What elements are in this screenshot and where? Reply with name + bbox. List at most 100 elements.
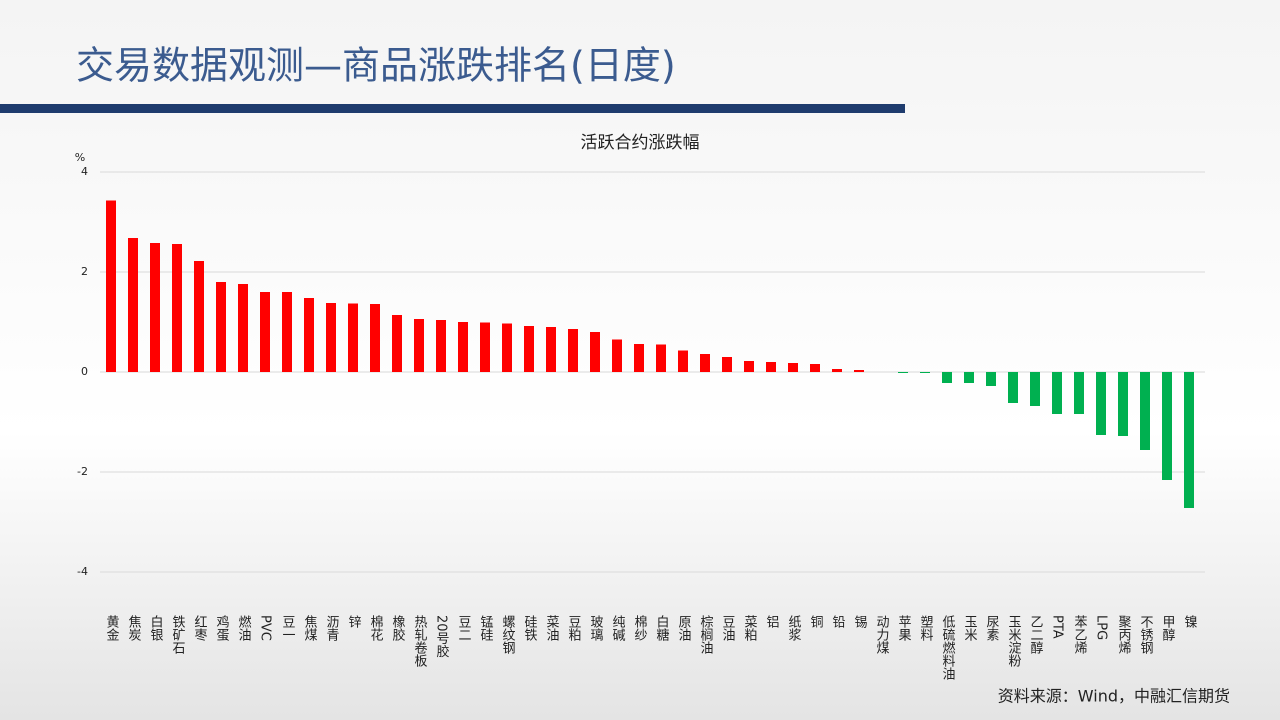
bar — [942, 372, 952, 383]
bar — [436, 320, 446, 372]
x-tick-label: 白糖 — [654, 614, 670, 642]
x-tick-label: 黄金 — [104, 615, 120, 641]
bar — [1074, 372, 1084, 414]
bar — [766, 362, 776, 372]
x-tick-label: 菜油 — [544, 615, 560, 641]
chart-title: 活跃合约涨跌幅 — [581, 133, 700, 153]
bar — [634, 344, 644, 372]
bar — [392, 315, 402, 372]
x-tick-label: 红枣 — [192, 614, 208, 641]
bar — [260, 292, 270, 372]
x-tick-label: 白银 — [148, 614, 164, 641]
bar — [370, 304, 380, 372]
x-tick-label: 焦煤 — [302, 615, 318, 641]
bar — [150, 243, 160, 372]
x-tick-label: 铝 — [764, 615, 780, 628]
bar — [216, 282, 226, 372]
y-axis-label: % — [75, 151, 85, 164]
bar — [964, 372, 974, 383]
y-tick-label: -4 — [77, 565, 88, 578]
bar — [326, 303, 336, 372]
x-tick-label: 乙二醇 — [1028, 615, 1044, 654]
y-tick-label: 0 — [81, 365, 88, 378]
x-tick-label: 不锈钢 — [1138, 615, 1154, 655]
x-tick-label: 豆二 — [456, 615, 472, 641]
page-title: 交易数据观测—商品涨跌排名(日度) — [76, 44, 676, 88]
x-tick-label: 锡 — [852, 615, 868, 628]
x-tick-label: 热轧卷板 — [412, 615, 428, 668]
x-tick-label: 纯碱 — [610, 615, 626, 641]
x-tick-label: 鸡蛋 — [214, 614, 230, 642]
x-tick-label: 镍 — [1182, 615, 1198, 628]
x-tick-label: 铁矿石 — [170, 615, 186, 654]
bar — [524, 326, 534, 372]
x-tick-label: 燃油 — [236, 614, 252, 641]
bar — [810, 364, 820, 372]
x-tick-label: LPG — [1094, 615, 1109, 640]
bar — [1096, 372, 1106, 435]
bar — [414, 319, 424, 372]
y-tick-label: 4 — [81, 165, 88, 178]
x-tick-label: 聚丙烯 — [1116, 615, 1132, 654]
header-bar — [0, 104, 905, 113]
x-tick-label: 原油 — [676, 615, 692, 641]
bar — [502, 323, 512, 372]
x-tick-label: 20号胶 — [434, 615, 450, 659]
bar — [348, 303, 358, 372]
bar — [722, 357, 732, 372]
bar — [1184, 372, 1194, 508]
bar — [1140, 372, 1150, 450]
bar — [568, 329, 578, 372]
x-tick-label: 玉米 — [962, 615, 978, 641]
bar — [238, 284, 248, 372]
x-tick-label: 沥青 — [324, 615, 340, 641]
bar — [1008, 372, 1018, 403]
bar — [986, 372, 996, 386]
bar — [612, 339, 622, 372]
x-tick-label: 锌 — [346, 615, 362, 628]
x-tick-label: 铅 — [830, 615, 846, 628]
bar — [656, 344, 666, 372]
bar — [546, 327, 556, 372]
bar — [678, 350, 688, 372]
x-tick-label: 螺纹钢 — [500, 615, 516, 655]
bar — [106, 200, 116, 372]
source: 资料来源：Wind，中融汇信期货 — [998, 687, 1230, 706]
y-tick-label: -2 — [77, 465, 88, 478]
x-tick-label: 橡胶 — [390, 615, 406, 642]
x-tick-label: 苯乙烯 — [1072, 615, 1088, 654]
bar — [700, 354, 710, 372]
y-tick-label: 2 — [81, 265, 88, 278]
bar — [172, 244, 182, 372]
x-tick-label: 棉纱 — [632, 615, 648, 641]
x-tick-label: 苹果 — [896, 615, 912, 641]
bar — [480, 322, 490, 372]
bar — [282, 292, 292, 372]
bar — [590, 332, 600, 372]
x-tick-label: PTA — [1050, 615, 1065, 639]
bar — [788, 363, 798, 372]
x-tick-label: 尿素 — [984, 615, 1000, 641]
bar — [854, 370, 864, 372]
bar — [304, 298, 314, 372]
x-tick-label: 塑料 — [918, 615, 934, 641]
x-tick-label: 硅铁 — [522, 615, 538, 641]
bar — [194, 261, 204, 372]
bar — [898, 372, 908, 373]
x-tick-label: 低硫燃料油 — [940, 615, 956, 680]
bar — [920, 372, 930, 373]
bar — [832, 369, 842, 372]
x-tick-label: 铜 — [808, 615, 824, 628]
bar — [1052, 372, 1062, 414]
bar — [744, 361, 754, 372]
x-tick-label: 豆一 — [280, 615, 296, 641]
x-tick-label: 焦炭 — [126, 615, 142, 642]
x-tick-label: 玉米淀粉 — [1006, 615, 1022, 667]
x-tick-label: 棉花 — [368, 615, 384, 642]
x-tick-label: 棕榈油 — [698, 615, 714, 654]
bar — [1030, 372, 1040, 406]
x-tick-label: 豆油 — [720, 615, 736, 641]
x-tick-label: 甲醇 — [1160, 615, 1176, 641]
x-tick-label: 纸浆 — [786, 615, 802, 641]
